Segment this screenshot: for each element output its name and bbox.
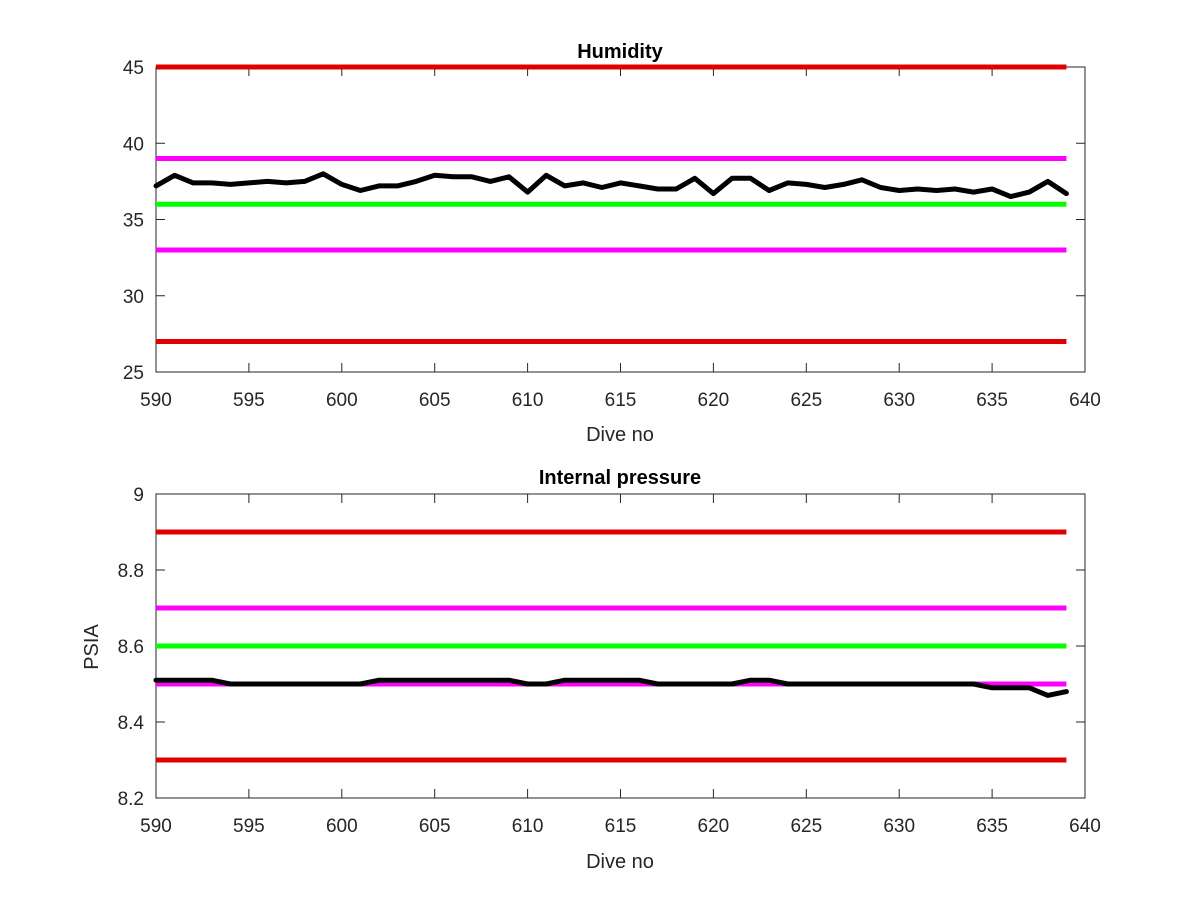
chart-title: Internal pressure bbox=[539, 467, 701, 489]
axes-box bbox=[155, 66, 1086, 373]
chart-title: Humidity bbox=[577, 41, 663, 63]
x-tick-label: 595 bbox=[233, 816, 265, 837]
x-tick-label: 595 bbox=[233, 390, 265, 411]
x-tick-label: 640 bbox=[1069, 816, 1101, 837]
y-axis-label: PSIA bbox=[81, 624, 103, 670]
y-tick-label: 8.8 bbox=[118, 561, 144, 582]
series-line bbox=[153, 171, 1069, 200]
x-tick-label: 620 bbox=[698, 390, 730, 411]
x-tick-label: 635 bbox=[976, 390, 1008, 411]
x-tick-label: 640 bbox=[1069, 390, 1101, 411]
x-tick-label: 630 bbox=[883, 816, 915, 837]
x-tick-label: 610 bbox=[512, 390, 544, 411]
x-tick-label: 615 bbox=[605, 816, 637, 837]
x-tick-label: 625 bbox=[790, 816, 822, 837]
x-tick-label: 600 bbox=[326, 390, 358, 411]
humidity-chart: Humidity Dive no 590 595 600 605 610 615 620 62… bbox=[123, 41, 1101, 446]
x-tick-label: 605 bbox=[419, 390, 451, 411]
x-tick-label: 615 bbox=[605, 390, 637, 411]
y-tick-label: 25 bbox=[123, 363, 144, 384]
x-axis-label: Dive no bbox=[586, 851, 654, 873]
x-axis-label: Dive no bbox=[586, 424, 654, 446]
y-tick-label: 8.6 bbox=[118, 637, 144, 658]
y-tick-label: 45 bbox=[123, 58, 144, 79]
y-tick-label: 30 bbox=[123, 287, 144, 308]
x-tick-label: 635 bbox=[976, 816, 1008, 837]
y-tick-label: 35 bbox=[123, 211, 144, 232]
y-tick-label: 9 bbox=[133, 485, 144, 506]
series-line bbox=[153, 677, 1069, 698]
x-tick-label: 605 bbox=[419, 816, 451, 837]
x-tick-label: 590 bbox=[140, 816, 172, 837]
x-tick-label: 610 bbox=[512, 816, 544, 837]
x-tick-label: 590 bbox=[140, 390, 172, 411]
y-tick-label: 40 bbox=[123, 134, 144, 155]
x-tick-label: 630 bbox=[883, 390, 915, 411]
x-tick-label: 620 bbox=[698, 816, 730, 837]
x-tick-label: 600 bbox=[326, 816, 358, 837]
internal-pressure-chart: Internal pressure Dive no PSIA 590 595 600… bbox=[81, 467, 1101, 873]
y-tick-label: 8.2 bbox=[118, 789, 144, 810]
y-tick-label: 8.4 bbox=[118, 713, 145, 734]
x-tick-label: 625 bbox=[790, 390, 822, 411]
